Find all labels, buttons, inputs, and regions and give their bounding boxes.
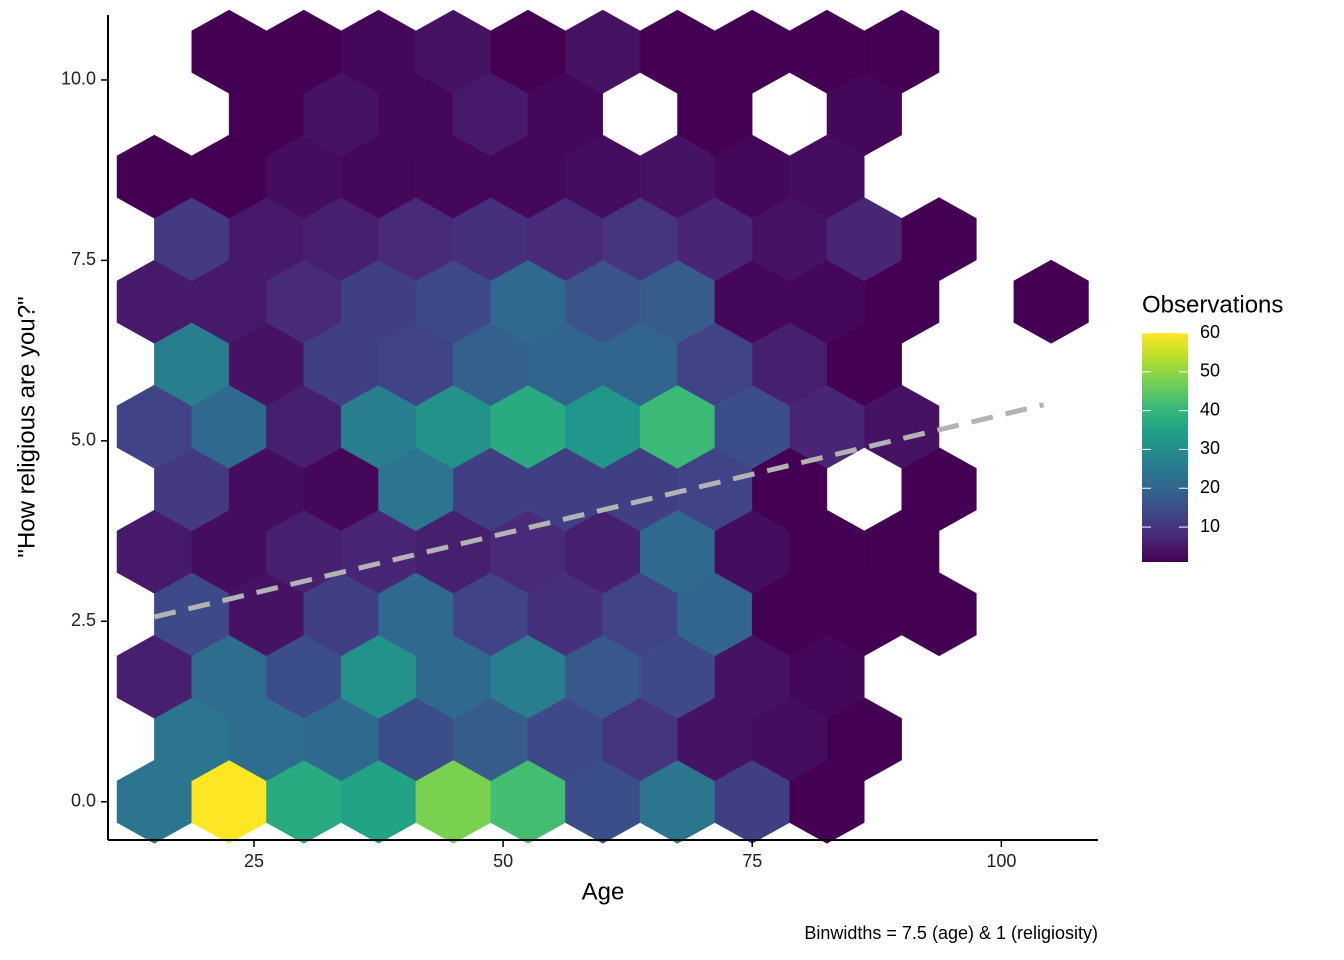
x-tick-label: 50	[493, 851, 513, 871]
y-tick-label: 0.0	[71, 790, 96, 810]
x-tick-label: 100	[986, 851, 1016, 871]
colorbar-tick-label: 40	[1200, 399, 1220, 419]
colorbar-tick-label: 20	[1200, 477, 1220, 497]
y-tick-label: 5.0	[71, 430, 96, 450]
colorbar-tick-label: 50	[1200, 361, 1220, 381]
colorbar	[1142, 333, 1188, 562]
y-tick-label: 10.0	[61, 69, 96, 89]
legend-title: Observations	[1142, 291, 1283, 318]
hexbin	[1013, 259, 1089, 344]
colorbar-tick-label: 60	[1200, 322, 1220, 342]
x-tick-label: 25	[244, 851, 264, 871]
y-axis-title: "How religious are you?"	[13, 296, 40, 557]
y-tick-label: 2.5	[71, 610, 96, 630]
y-tick-label: 7.5	[71, 249, 96, 269]
trend-line	[153, 402, 1045, 620]
colorbar-tick-label: 30	[1200, 438, 1220, 458]
hexbin	[901, 197, 977, 282]
x-axis-title: Age	[582, 878, 625, 905]
caption: Binwidths = 7.5 (age) & 1 (religiosity)	[804, 923, 1098, 943]
hexbin	[864, 9, 940, 94]
x-tick-label: 75	[742, 851, 762, 871]
colorbar-tick-label: 10	[1200, 516, 1220, 536]
